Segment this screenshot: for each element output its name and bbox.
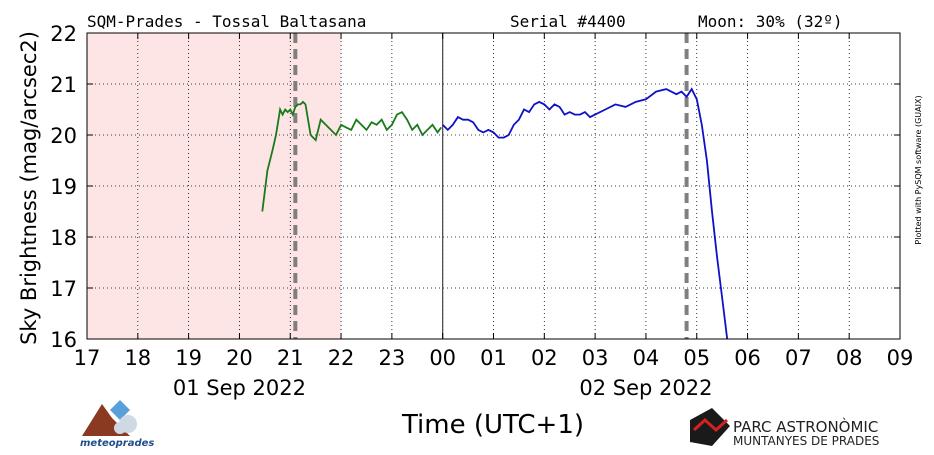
x-tick-label: 08 bbox=[836, 346, 863, 370]
y-tick-label: 21 bbox=[50, 73, 77, 97]
meteoprades-logo-text: meteoprades bbox=[80, 438, 154, 449]
x-tick-label: 22 bbox=[328, 346, 355, 370]
x-tick-label: 21 bbox=[277, 346, 304, 370]
x-tick-label: 04 bbox=[633, 346, 660, 370]
meteoprades-logo: meteoprades bbox=[80, 400, 154, 449]
mountain-logo-icon bbox=[690, 408, 730, 446]
x-tick-label: 03 bbox=[582, 346, 609, 370]
x-axis-label: Time (UTC+1) bbox=[401, 410, 584, 440]
x-tick-label: 23 bbox=[379, 346, 406, 370]
series-line-green bbox=[261, 100, 442, 212]
diamond-icon bbox=[110, 400, 130, 420]
x-tick-label: 07 bbox=[785, 346, 812, 370]
parc-astronomic-line1: PARC ASTRONÒMIC bbox=[733, 417, 878, 436]
y-tick-label: 18 bbox=[50, 226, 77, 250]
header-site: SQM-Prades - Tossal Baltasana bbox=[87, 12, 366, 31]
parc-astronomic-line2: MUNTANYES DE PRADES bbox=[733, 434, 879, 448]
x-tick-label: 05 bbox=[683, 346, 710, 370]
y-axis-label: Sky Brightness (mag/arcsec2) bbox=[17, 31, 41, 345]
y-tick-label: 19 bbox=[50, 175, 77, 199]
y-tick-label: 20 bbox=[50, 124, 77, 148]
date-label: 02 Sep 2022 bbox=[579, 376, 712, 400]
red-ridge-icon bbox=[692, 417, 729, 433]
header-serial: Serial #4400 bbox=[510, 12, 626, 31]
header-moon: Moon: 30% (32º) bbox=[698, 12, 843, 31]
x-tick-label: 09 bbox=[887, 346, 914, 370]
y-tick-label: 22 bbox=[50, 22, 77, 46]
x-tick-label: 01 bbox=[480, 346, 507, 370]
x-tick-label: 20 bbox=[226, 346, 253, 370]
y-tick-label: 17 bbox=[50, 277, 77, 301]
x-tick-label: 17 bbox=[74, 346, 101, 370]
x-tick-label: 00 bbox=[429, 346, 456, 370]
date-label: 01 Sep 2022 bbox=[173, 376, 306, 400]
twilight-shaded-region bbox=[87, 33, 342, 339]
x-tick-label: 18 bbox=[124, 346, 151, 370]
series-line-blue bbox=[442, 87, 729, 339]
x-tick-label: 19 bbox=[175, 346, 202, 370]
x-tick-label: 02 bbox=[531, 346, 558, 370]
parc-astronomic-logo: PARC ASTRONÒMIC MUNTANYES DE PRADES bbox=[690, 408, 879, 448]
software-credit: Plotted with PySQM software (GUAIX) bbox=[914, 95, 923, 244]
y-tick-label: 16 bbox=[50, 328, 77, 352]
x-tick-label: 06 bbox=[734, 346, 761, 370]
